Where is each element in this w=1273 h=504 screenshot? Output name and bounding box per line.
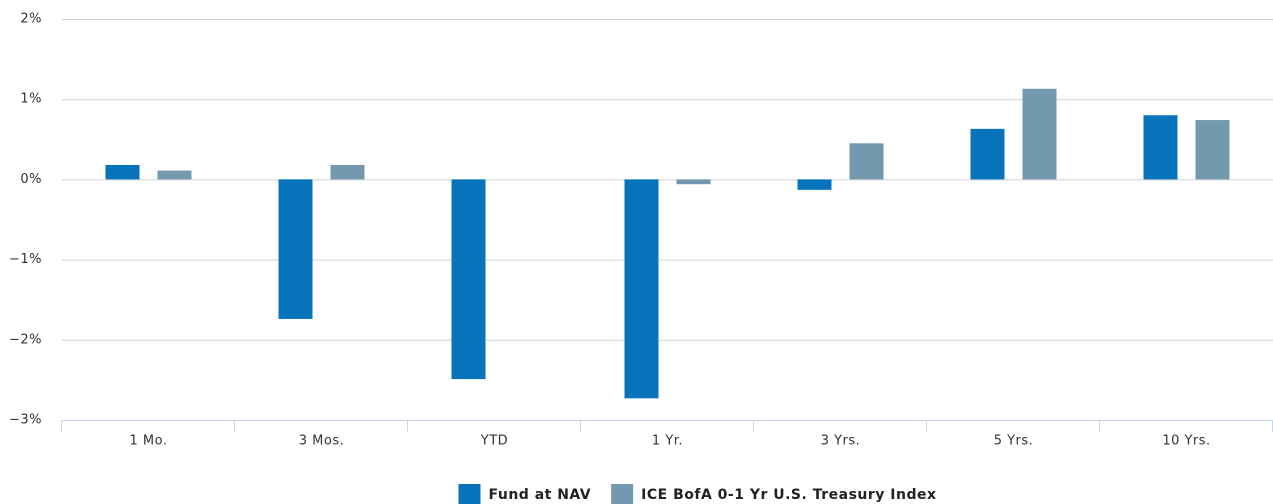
bar — [1022, 88, 1057, 180]
bar — [278, 179, 313, 319]
bar — [970, 128, 1005, 180]
x-tick-label: 5 Yrs. — [994, 434, 1034, 449]
y-tick-label: −2% — [9, 332, 42, 347]
y-tick-label: −3% — [9, 413, 42, 428]
x-tick-label: YTD — [480, 434, 508, 449]
bar — [1143, 115, 1178, 180]
bar — [849, 143, 884, 180]
x-tick-label: 1 Yr. — [652, 434, 683, 449]
bar — [157, 170, 192, 180]
x-tick-label: 1 Mo. — [130, 434, 168, 449]
bar — [330, 164, 365, 180]
x-tick-label: 10 Yrs. — [1162, 434, 1210, 449]
bar — [624, 179, 659, 399]
x-tick-label: 3 Yrs. — [821, 434, 861, 449]
legend-swatch — [458, 484, 481, 504]
bar — [105, 164, 140, 180]
bar — [1195, 120, 1230, 180]
y-tick-label: 2% — [20, 12, 42, 27]
y-tick-label: −1% — [9, 252, 42, 267]
legend-label: Fund at NAV — [489, 487, 592, 503]
bar — [797, 179, 832, 190]
x-tick-label: 3 Mos. — [299, 434, 344, 449]
y-tick-label: 1% — [20, 92, 42, 107]
bar — [451, 179, 486, 380]
y-tick-label: 0% — [20, 172, 42, 187]
bar — [676, 179, 711, 185]
legend-swatch — [611, 484, 634, 504]
legend-label: ICE BofA 0-1 Yr U.S. Treasury Index — [641, 487, 936, 503]
